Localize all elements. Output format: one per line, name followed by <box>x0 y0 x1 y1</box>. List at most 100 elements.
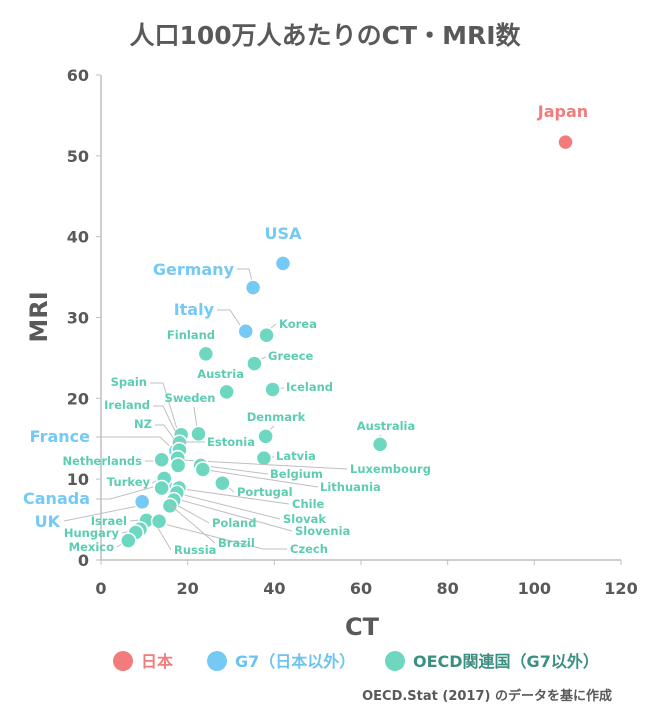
y-tick-label: 20 <box>67 389 89 408</box>
point-label-mexico: Mexico <box>69 540 114 554</box>
x-tick-label: 60 <box>350 579 372 598</box>
leader-line <box>96 483 165 500</box>
point-label-austria: Austria <box>197 367 244 381</box>
point-label-czech: Czech <box>290 542 328 556</box>
leader-line <box>176 498 293 532</box>
x-tick-label: 20 <box>177 579 199 598</box>
data-point-czech <box>150 512 168 530</box>
point-label-belgium: Belgium <box>270 467 323 481</box>
legend-marker <box>113 651 133 671</box>
data-point-poland <box>161 497 179 515</box>
point-label-hungary: Hungary <box>64 526 120 540</box>
leader-line <box>217 309 245 332</box>
data-point-finland <box>197 345 215 363</box>
leader-line <box>63 504 144 522</box>
point-label-portugal: Portugal <box>237 485 293 499</box>
point-label-russia: Russia <box>174 543 216 557</box>
x-tick-label: 40 <box>263 579 285 598</box>
point-label-israel: Israel <box>91 514 127 528</box>
leader-line <box>179 493 281 520</box>
data-point-iceland <box>264 381 281 398</box>
leader-line <box>172 502 210 524</box>
leader-line <box>153 405 178 436</box>
point-label-italy: Italy <box>174 300 215 319</box>
data-point-usa <box>274 255 292 272</box>
legend-label: 日本 <box>141 652 173 671</box>
point-label-turkey: Turkey <box>107 475 151 489</box>
point-label-brazil: Brazil <box>218 536 255 550</box>
y-tick-label: 60 <box>67 66 89 85</box>
data-point-uk <box>133 493 151 511</box>
x-tick-label: 120 <box>604 579 637 598</box>
point-label-nz: NZ <box>134 417 152 431</box>
point-label-germany: Germany <box>153 260 235 279</box>
point-label-usa: USA <box>265 224 303 243</box>
data-point-mexico <box>120 532 137 549</box>
leader-line <box>155 521 287 550</box>
point-label-slovak: Slovak <box>283 512 326 526</box>
point-label-netherlands: Netherlands <box>62 454 142 468</box>
data-point-latvia <box>255 449 273 467</box>
data-point-luxembourg <box>169 457 187 474</box>
legend-marker <box>385 651 405 671</box>
x-tick-label: 100 <box>518 579 551 598</box>
source-note: OECD.Stat (2017) のデータを基に作成 <box>362 688 612 704</box>
leader-line <box>96 436 175 451</box>
data-point-greece <box>246 355 263 372</box>
point-label-denmark: Denmark <box>247 410 306 424</box>
data-point-sweden <box>190 425 207 443</box>
y-tick-label: 40 <box>67 228 89 247</box>
point-label-lithuania: Lithuania <box>320 480 381 494</box>
point-label-luxembourg: Luxembourg <box>350 462 431 476</box>
y-tick-label: 30 <box>67 309 89 328</box>
point-label-sweden: Sweden <box>165 391 216 405</box>
plot-area: 0 10 20 30 40 50 60 0 20 40 60 80 100 120 Japan USA Germ… <box>23 66 638 598</box>
point-label-slovenia: Slovenia <box>295 524 350 538</box>
x-tick-label: 0 <box>95 579 106 598</box>
point-label-france: France <box>30 427 90 446</box>
legend-label: OECD関連国（G7以外） <box>413 652 599 671</box>
data-point-italy <box>237 322 254 340</box>
point-label-australia: Australia <box>357 419 416 433</box>
data-point-germany <box>244 279 262 296</box>
y-tick-label: 50 <box>67 147 89 166</box>
point-label-latvia: Latvia <box>276 449 316 463</box>
y-tick-label: 0 <box>78 551 89 570</box>
point-label-iceland: Iceland <box>286 380 333 394</box>
y-axis-title: MRI <box>25 291 53 342</box>
leader-line <box>157 527 172 551</box>
chart-title: 人口100万人あたりのCT・MRI数 <box>129 21 521 50</box>
data-point-lithuania <box>194 461 212 478</box>
x-axis-title: CT <box>345 613 380 641</box>
point-label-greece: Greece <box>268 349 314 363</box>
leader-line <box>205 465 269 475</box>
data-point-portugal <box>214 474 231 492</box>
leader-line <box>206 469 319 488</box>
point-label-canada: Canada <box>23 489 90 508</box>
y-tick-label: 10 <box>67 470 89 489</box>
legend-marker <box>207 651 227 671</box>
leader-line <box>167 502 216 544</box>
point-label-uk: UK <box>35 512 61 531</box>
data-point-japan <box>557 133 574 151</box>
leader-line <box>180 459 348 470</box>
point-label-estonia: Estonia <box>207 435 255 449</box>
data-point-austria <box>218 383 235 401</box>
x-tick-label: 80 <box>437 579 459 598</box>
leader-line <box>193 406 198 429</box>
data-point-netherlands <box>153 451 170 469</box>
leader-line <box>182 488 290 505</box>
data-point-australia <box>371 436 389 453</box>
leader-line <box>150 382 178 430</box>
legend-label: G7（日本以外） <box>235 652 355 671</box>
point-label-chile: Chile <box>292 497 325 511</box>
point-label-finland: Finland <box>167 328 215 342</box>
point-label-korea: Korea <box>279 317 317 331</box>
leader-line <box>155 424 178 444</box>
data-point-korea <box>258 327 275 344</box>
point-label-poland: Poland <box>212 516 256 530</box>
point-label-ireland: Ireland <box>104 398 150 412</box>
point-label-japan: Japan <box>537 102 588 121</box>
legend: 日本 G7（日本以外） OECD関連国（G7以外） <box>113 651 599 671</box>
